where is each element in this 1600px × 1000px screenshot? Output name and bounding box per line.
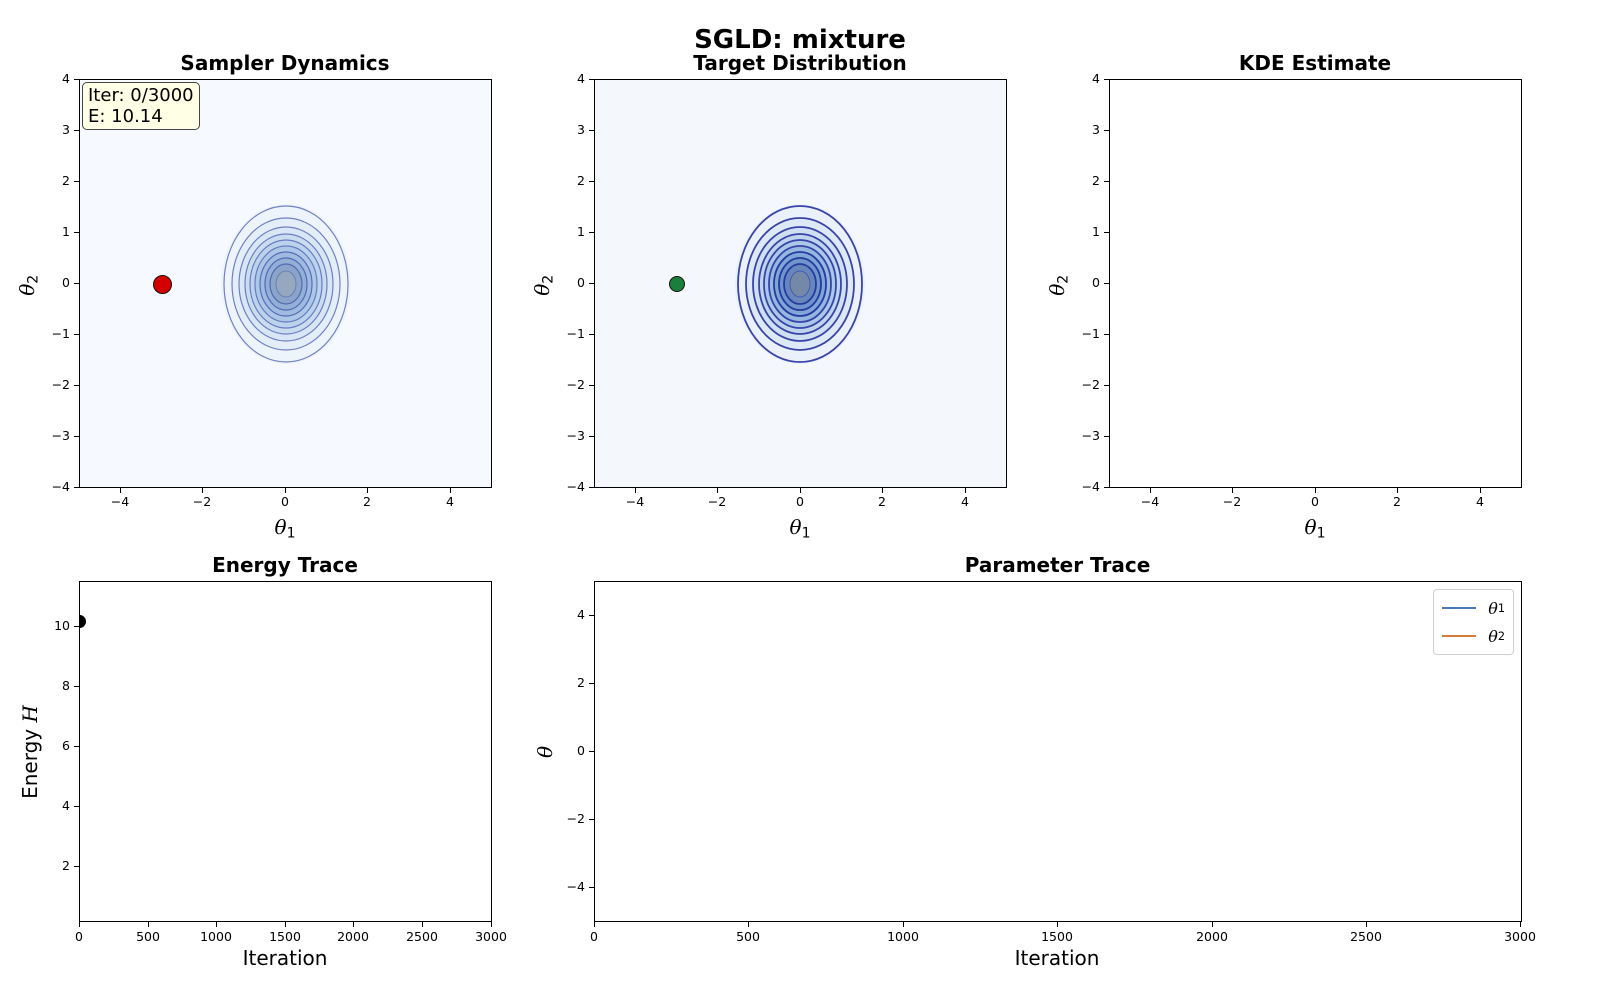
plot-area bbox=[594, 79, 1007, 488]
panel-title: KDE Estimate bbox=[1238, 51, 1392, 75]
current-sample-marker bbox=[153, 275, 172, 294]
panel-title: Target Distribution bbox=[693, 51, 907, 75]
y-axis-label: θ2 bbox=[14, 274, 42, 296]
y-axis-label: θ2 bbox=[1044, 274, 1072, 296]
iteration-info-box: Iter: 0/3000 E: 10.14 bbox=[82, 82, 200, 130]
x-axis-label: Iteration bbox=[1014, 946, 1100, 970]
y-axis-label: θ bbox=[533, 745, 557, 759]
theta2-line-swatch bbox=[1442, 635, 1477, 637]
x-axis-label: θ1 bbox=[274, 515, 296, 542]
energy-value: E: 10.14 bbox=[88, 106, 163, 127]
x-axis-label: θ1 bbox=[1304, 515, 1326, 542]
theta1-line-swatch bbox=[1442, 607, 1477, 609]
plot-area: Iter: 0/3000 E: 10.14 bbox=[79, 79, 492, 488]
figure-title: SGLD: mixture bbox=[694, 25, 906, 55]
y-axis-label: θ2 bbox=[529, 274, 557, 296]
energy-point-marker bbox=[80, 615, 86, 628]
contour-plot bbox=[735, 204, 865, 364]
y-axis-label: Energy H bbox=[18, 705, 42, 799]
contour-plot bbox=[221, 204, 351, 364]
x-axis-label: Iteration bbox=[242, 946, 328, 970]
plot-area bbox=[1109, 79, 1522, 488]
x-axis-label: θ1 bbox=[789, 515, 811, 542]
plot-area bbox=[79, 581, 492, 922]
panel-title: Parameter Trace bbox=[964, 553, 1151, 577]
panel-title: Sampler Dynamics bbox=[180, 51, 390, 75]
start-point-marker bbox=[669, 276, 685, 292]
iteration-counter: Iter: 0/3000 bbox=[88, 85, 194, 106]
panel-title: Energy Trace bbox=[212, 553, 358, 577]
